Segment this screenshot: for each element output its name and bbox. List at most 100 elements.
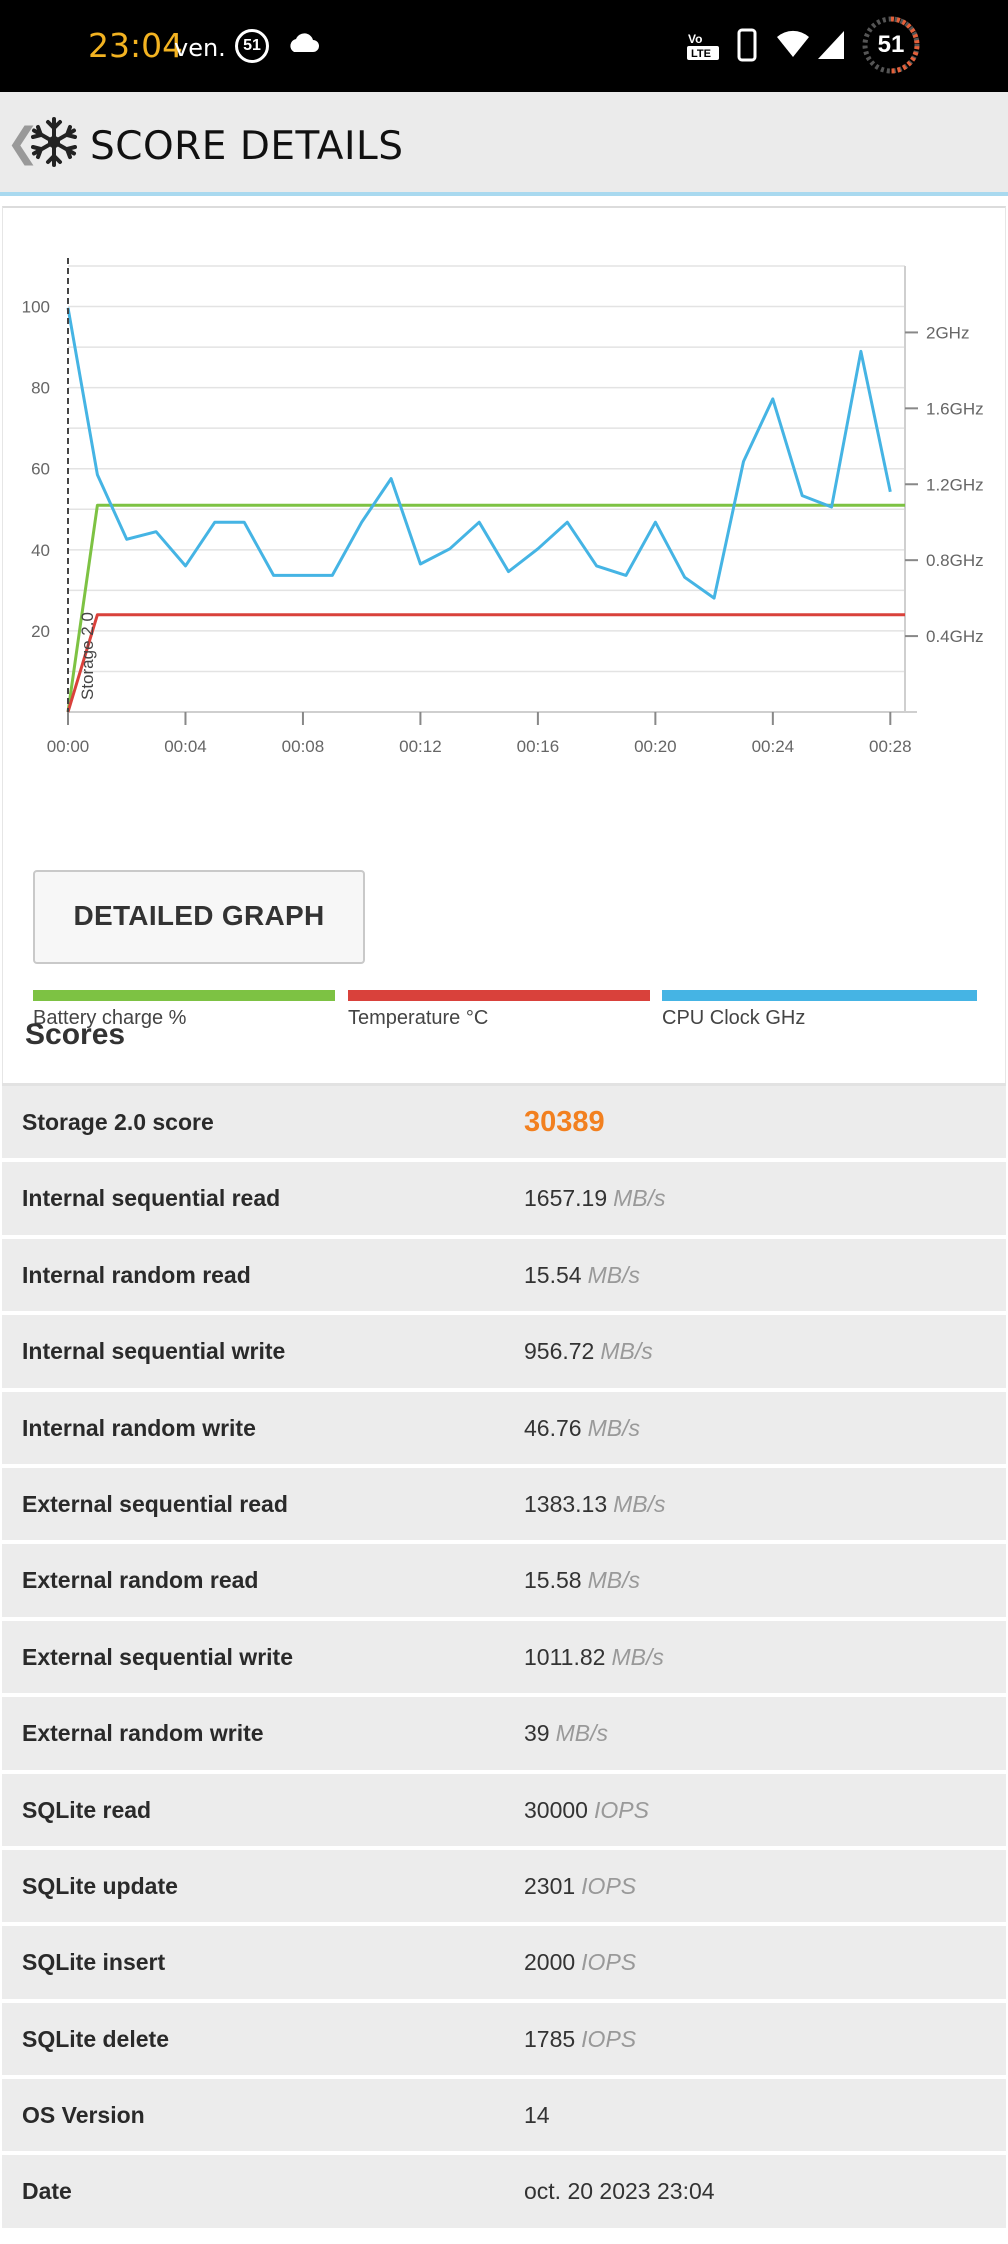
row-value-number: 39 <box>524 1720 550 1747</box>
x-tick-label: 00:16 <box>517 737 560 756</box>
table-row: External sequential write 1011.82 MB/s <box>2 1620 1006 1698</box>
legend-cpu-clock-label: CPU Clock GHz <box>662 1007 806 1029</box>
row-value-number: 1011.82 <box>524 1643 606 1670</box>
y-right-tick-label: 1.6GHz <box>926 399 984 418</box>
row-unit: IOPS <box>581 1872 637 1899</box>
row-value-number: 30000 <box>524 1796 588 1823</box>
wifi-icon <box>777 30 809 57</box>
table-row: Storage 2.0 score 30389 <box>2 1086 1006 1163</box>
row-value: oct. 20 2023 23:04 <box>524 2155 715 2227</box>
row-unit: MB/s <box>555 1720 608 1747</box>
row-value: 14 <box>524 2079 550 2151</box>
row-unit: MB/s <box>587 1261 640 1288</box>
row-label: OS Version <box>22 2102 145 2129</box>
legend-temperature: Temperature °C <box>348 990 650 1030</box>
row-value-number: 1657.19 <box>524 1185 608 1212</box>
status-day: ven. <box>174 34 226 62</box>
row-value: 39 MB/s <box>524 1697 608 1769</box>
status-bar: 23:04 ven. 51 Vo LTE 51 <box>0 0 1008 92</box>
row-value-number: 15.58 <box>524 1567 582 1594</box>
battery-ring-icon <box>862 16 920 74</box>
row-value-number: 2000 <box>524 1949 576 1976</box>
row-value: 15.58 MB/s <box>524 1544 640 1616</box>
legend-cpu-clock-swatch <box>662 990 977 1001</box>
row-label: SQLite update <box>22 1872 178 1899</box>
detailed-graph-button[interactable]: DETAILED GRAPH <box>33 870 365 964</box>
x-tick-label: 00:24 <box>752 737 795 756</box>
back-button[interactable]: ❮ <box>6 120 40 166</box>
row-value: 2301 IOPS <box>524 1850 636 1922</box>
row-value-number: 14 <box>524 2102 550 2129</box>
legend-battery-label: Battery charge % <box>33 1007 187 1029</box>
row-value-number: 956.72 <box>524 1338 595 1365</box>
table-row: Internal random read 15.54 MB/s <box>2 1238 1006 1316</box>
row-value-number: 46.76 <box>524 1414 582 1441</box>
score-table: Storage 2.0 score 30389 Internal sequentia… <box>2 1086 1006 2232</box>
start-marker-label: Storage 2.0 <box>78 612 97 700</box>
row-label: Internal sequential write <box>22 1338 286 1365</box>
y-left-tick-label: 100 <box>22 298 50 317</box>
row-value-number: 1785 <box>524 2025 576 2052</box>
x-tick-label: 00:00 <box>47 737 90 756</box>
temperature-line <box>66 613 905 713</box>
battery-level: 51 <box>877 31 905 58</box>
notification-count-badge: 51 <box>235 29 269 63</box>
volte-icon: Vo LTE <box>687 32 719 60</box>
score-value: 30389 <box>524 1106 605 1138</box>
legend-battery-swatch <box>33 990 335 1001</box>
row-value-number: oct. 20 2023 23:04 <box>524 2178 715 2205</box>
y-right-tick-label: 0.4GHz <box>926 627 984 646</box>
table-row: SQLite delete 1785 IOPS <box>2 2002 1006 2080</box>
table-row: External random read 15.58 MB/s <box>2 1544 1006 1621</box>
row-label: Date <box>22 2178 72 2205</box>
performance-chart: 20 40 60 80 100 0.4GHz 0.8GHz 1.2GHz 1.6GHz 2GHz 0… <box>22 258 984 756</box>
row-unit: MB/s <box>600 1338 653 1365</box>
row-label: External random write <box>22 1720 264 1747</box>
row-value: 2000 IOPS <box>524 1926 636 1998</box>
row-value: 15.54 MB/s <box>524 1239 640 1311</box>
table-row: Date oct. 20 2023 23:04 <box>2 2155 1006 2232</box>
divider <box>2 1083 1006 1086</box>
row-value-number: 2301 <box>524 1872 576 1899</box>
row-label: Internal sequential read <box>22 1185 281 1212</box>
row-value-number: 1383.13 <box>524 1490 608 1517</box>
row-value-number: 15.54 <box>524 1261 582 1288</box>
row-value: 46.76 MB/s <box>524 1392 640 1464</box>
row-value: 1657.19 MB/s <box>524 1162 666 1234</box>
status-time: 23:04 <box>88 26 184 65</box>
svg-text:LTE: LTE <box>691 48 711 60</box>
row-label: Internal random read <box>22 1261 251 1288</box>
row-unit: MB/s <box>613 1490 666 1517</box>
row-label: External sequential write <box>22 1643 293 1670</box>
legend-temperature-swatch <box>348 990 650 1001</box>
x-tick-label: 00:08 <box>282 737 325 756</box>
table-row: External sequential read 1383.13 MB/s <box>2 1467 1006 1545</box>
table-row: SQLite insert 2000 IOPS <box>2 1926 1006 2003</box>
row-label: SQLite insert <box>22 1949 166 1976</box>
y-left-tick-label: 40 <box>31 541 50 560</box>
y-left-tick-label: 60 <box>31 460 50 479</box>
table-row: Internal random write 46.76 MB/s <box>2 1391 1006 1468</box>
y-right-tick-label: 0.8GHz <box>926 551 984 570</box>
x-tick-label: 00:04 <box>164 737 207 756</box>
battery-line <box>66 503 905 713</box>
app-bar: ❮ SCORE DETAILS <box>0 92 1008 196</box>
row-unit: MB/s <box>613 1185 666 1212</box>
table-row: SQLite update 2301 IOPS <box>2 1849 1006 1927</box>
row-label: External random read <box>22 1567 259 1594</box>
signal-icon <box>818 31 844 59</box>
row-label: Internal random write <box>22 1414 256 1441</box>
table-row: Internal sequential write 956.72 MB/s <box>2 1315 1006 1392</box>
table-row: OS Version 14 <box>2 2079 1006 2156</box>
row-unit: MB/s <box>611 1643 664 1670</box>
row-label: SQLite delete <box>22 2025 169 2052</box>
cpu-clock-line <box>66 307 892 600</box>
y-left-tick-label: 80 <box>31 379 50 398</box>
y-right-tick-label: 1.2GHz <box>926 475 984 494</box>
row-label: Storage 2.0 score <box>22 1109 214 1135</box>
x-tick-label: 00:28 <box>869 737 912 756</box>
legend-cpu-clock: CPU Clock GHz <box>662 990 977 1030</box>
phone-icon <box>737 28 757 62</box>
cloud-icon <box>290 33 319 52</box>
legend-temperature-label: Temperature °C <box>348 1007 489 1029</box>
